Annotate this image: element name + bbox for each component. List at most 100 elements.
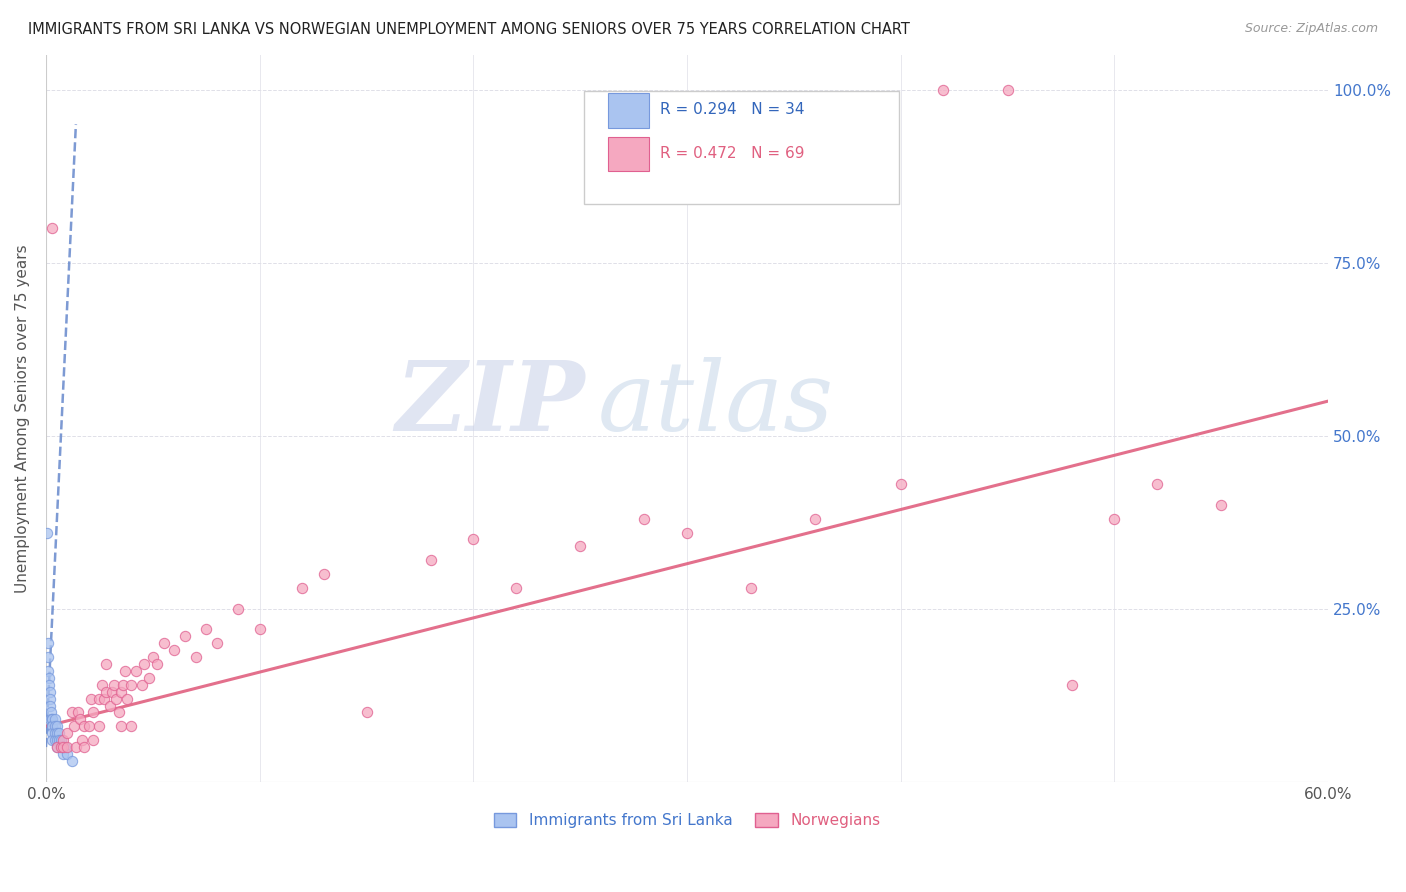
Point <box>312 567 335 582</box>
Text: ZIP: ZIP <box>395 357 585 450</box>
Point <box>89 691 111 706</box>
Point <box>115 691 138 706</box>
Point <box>39 684 62 698</box>
Point <box>49 733 72 747</box>
Point <box>1104 512 1126 526</box>
Point <box>39 691 62 706</box>
Point <box>356 706 378 720</box>
Point <box>291 581 314 595</box>
Point <box>56 726 79 740</box>
Point <box>90 678 112 692</box>
Point <box>569 540 592 554</box>
Point <box>38 671 60 685</box>
Point <box>1060 678 1083 692</box>
Point <box>110 684 132 698</box>
Point <box>69 712 91 726</box>
Point <box>60 754 83 768</box>
Point <box>249 623 271 637</box>
Point <box>73 719 96 733</box>
Point <box>66 706 89 720</box>
Point <box>94 657 117 671</box>
Point <box>56 747 79 761</box>
Point <box>60 706 83 720</box>
Point <box>419 553 441 567</box>
Point <box>890 477 912 491</box>
Text: R = 0.294   N = 34: R = 0.294 N = 34 <box>661 102 804 117</box>
Point <box>39 712 62 726</box>
Point <box>41 712 63 726</box>
Point <box>45 719 67 733</box>
Point <box>463 533 485 547</box>
Point <box>98 698 121 713</box>
FancyBboxPatch shape <box>607 93 648 128</box>
Point <box>45 733 67 747</box>
Point <box>41 733 63 747</box>
Point <box>56 740 79 755</box>
Point <box>676 525 699 540</box>
Point <box>131 678 153 692</box>
Point <box>80 691 103 706</box>
Point <box>41 221 63 235</box>
Point <box>49 740 72 755</box>
Point <box>146 657 169 671</box>
Point <box>1211 498 1233 512</box>
FancyBboxPatch shape <box>585 92 898 204</box>
Point <box>41 719 63 733</box>
Point <box>52 733 75 747</box>
Point <box>45 740 67 755</box>
Point <box>82 706 104 720</box>
Point <box>103 678 125 692</box>
Point <box>52 740 75 755</box>
Point <box>152 636 174 650</box>
Point <box>35 525 58 540</box>
Point <box>195 623 218 637</box>
Point <box>62 719 84 733</box>
Point <box>48 726 70 740</box>
Text: IMMIGRANTS FROM SRI LANKA VS NORWEGIAN UNEMPLOYMENT AMONG SENIORS OVER 75 YEARS : IMMIGRANTS FROM SRI LANKA VS NORWEGIAN U… <box>28 22 910 37</box>
Text: Source: ZipAtlas.com: Source: ZipAtlas.com <box>1244 22 1378 36</box>
Point <box>41 712 63 726</box>
Point <box>52 740 75 755</box>
Point <box>39 698 62 713</box>
Point <box>65 740 87 755</box>
Text: R = 0.472   N = 69: R = 0.472 N = 69 <box>661 145 804 161</box>
Point <box>77 719 100 733</box>
Point <box>226 601 249 615</box>
Point <box>73 740 96 755</box>
Point <box>125 664 148 678</box>
Point <box>49 740 72 755</box>
Point <box>44 719 66 733</box>
Point <box>45 726 67 740</box>
Point <box>53 740 76 755</box>
Point <box>37 650 59 665</box>
Point <box>44 726 66 740</box>
Point <box>93 691 115 706</box>
Point <box>134 657 156 671</box>
Point <box>41 719 63 733</box>
Point <box>82 733 104 747</box>
Y-axis label: Unemployment Among Seniors over 75 years: Unemployment Among Seniors over 75 years <box>15 244 30 592</box>
Point <box>110 719 132 733</box>
Point <box>105 691 128 706</box>
Point <box>89 719 111 733</box>
Point <box>41 726 63 740</box>
Point <box>101 684 124 698</box>
Point <box>114 664 136 678</box>
Point <box>44 712 66 726</box>
Point <box>120 678 142 692</box>
Point <box>740 581 762 595</box>
Point <box>107 706 129 720</box>
Point <box>142 650 165 665</box>
Point <box>173 629 195 643</box>
FancyBboxPatch shape <box>607 136 648 171</box>
Point <box>163 643 186 657</box>
Point <box>52 747 75 761</box>
Point <box>37 664 59 678</box>
Point <box>505 581 527 595</box>
Text: atlas: atlas <box>598 357 834 450</box>
Point <box>94 684 117 698</box>
Point <box>72 733 94 747</box>
Point <box>184 650 207 665</box>
Point <box>45 740 67 755</box>
Point <box>111 678 134 692</box>
